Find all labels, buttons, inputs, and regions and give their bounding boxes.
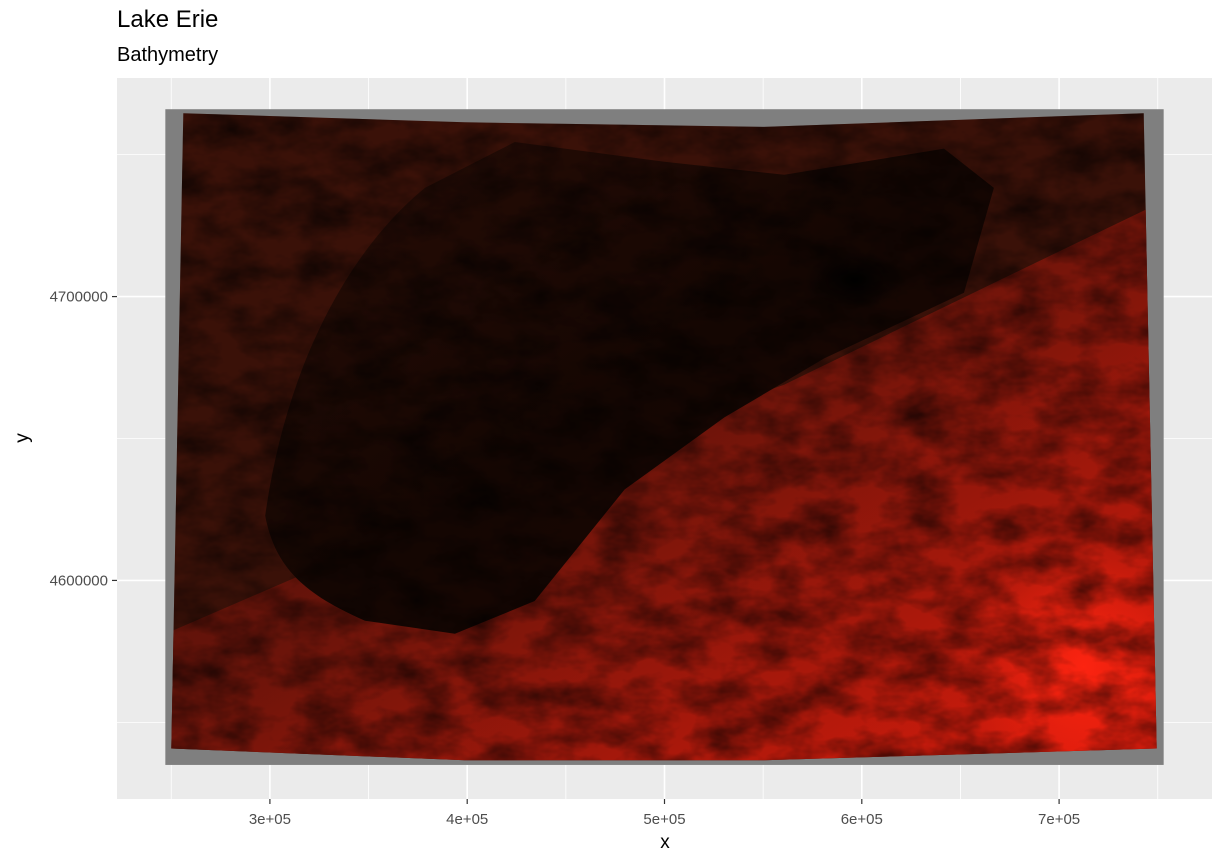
y-axis-title: y — [12, 433, 33, 443]
x-tick-label: 7e+05 — [1038, 811, 1080, 828]
y-tick-label: 4600000 — [50, 572, 108, 589]
terrain-texture — [171, 113, 1157, 761]
x-tick-label: 5e+05 — [643, 811, 685, 828]
x-tick-label: 4e+05 — [446, 811, 488, 828]
plot-subtitle: Bathymetry — [117, 44, 219, 66]
x-tick-label: 3e+05 — [249, 811, 291, 828]
plot-title: Lake Erie — [117, 6, 219, 33]
x-axis-title: x — [660, 832, 670, 853]
y-tick-label: 4700000 — [50, 289, 108, 306]
x-tick-label: 6e+05 — [841, 811, 883, 828]
x-axis-ticks: 3e+05 4e+05 5e+05 6e+05 7e+05 — [249, 799, 1080, 828]
bathymetry-raster — [171, 113, 1157, 761]
y-axis-ticks: 4600000 4700000 — [50, 289, 117, 589]
